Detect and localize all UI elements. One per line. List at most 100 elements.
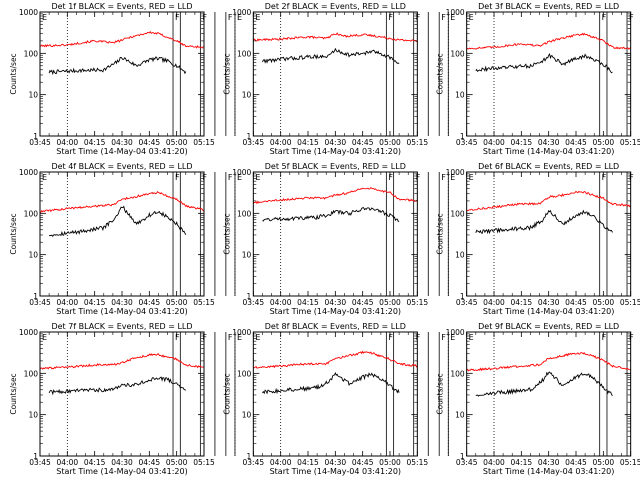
x-tick-label: 04:00 (57, 458, 79, 467)
plot-frame (39, 331, 205, 457)
detector-panel-9: Det 9f BLACK = Events, RED = LLDFFFEE110… (436, 322, 640, 476)
marker-label: E (469, 333, 474, 342)
marker-label: E (469, 13, 474, 22)
marker-label: F (388, 173, 393, 182)
x-tick-label: 03:45 (29, 458, 51, 467)
y-tick-label: 100 (237, 49, 252, 58)
events-series-line (48, 56, 187, 76)
x-axis-label: Start Time (14-May-04 03:41:20) (270, 467, 401, 476)
marker-label: E (255, 13, 260, 22)
x-tick-label: 04:15 (84, 458, 106, 467)
x-tick-label: 04:00 (270, 458, 292, 467)
y-tick-label: 1000 (232, 8, 251, 17)
x-tick-label: 04:45 (565, 458, 587, 467)
x-tick-label: 03:45 (456, 298, 478, 307)
panel-title: Det 1f BLACK = Events, RED = LLD (51, 2, 192, 11)
y-tick-label: 1000 (232, 328, 251, 337)
x-tick-label: 05:15 (620, 138, 640, 147)
x-tick-label: 05:15 (193, 458, 215, 467)
x-tick-label: 04:15 (511, 458, 533, 467)
y-tick-label: 1 (33, 292, 38, 301)
plot-frame (39, 171, 205, 297)
marker-label: F (228, 333, 233, 342)
events-series-line (48, 205, 187, 238)
y-tick-label: 10 (28, 251, 38, 260)
x-tick-label: 04:45 (139, 458, 161, 467)
marker-label: F (175, 173, 180, 182)
x-tick-label: 04:45 (565, 138, 587, 147)
plot-frame (466, 11, 632, 137)
marker-label: F (416, 173, 421, 182)
y-tick-label: 1000 (232, 168, 251, 177)
x-tick-label: 04:00 (483, 458, 505, 467)
y-tick-label: 1000 (446, 8, 465, 17)
y-tick-label: 100 (450, 209, 465, 218)
x-tick-label: 05:00 (379, 298, 401, 307)
lld-series-line (39, 30, 205, 49)
marker-label: F (228, 173, 233, 182)
marker-label: E (42, 173, 47, 182)
x-tick-label: 05:15 (407, 298, 429, 307)
y-tick-label: 100 (450, 369, 465, 378)
x-axis-label: Start Time (14-May-04 03:41:20) (270, 147, 401, 156)
x-tick-label: 04:30 (111, 138, 133, 147)
marker-label: F (602, 173, 607, 182)
x-tick-label: 04:00 (57, 298, 79, 307)
y-tick-label: 100 (237, 209, 252, 218)
x-axis-label: Start Time (14-May-04 03:41:20) (270, 307, 401, 316)
x-tick-label: 04:30 (538, 458, 560, 467)
y-tick-label: 10 (455, 411, 465, 420)
y-axis-label: Counts/sec (436, 53, 445, 94)
x-tick-label: 03:45 (29, 138, 51, 147)
plot-frame (252, 331, 418, 457)
panel-title: Det 4f BLACK = Events, RED = LLD (51, 162, 192, 171)
y-tick-label: 100 (24, 49, 39, 58)
x-tick-label: 05:15 (620, 298, 640, 307)
x-tick-label: 04:30 (325, 458, 347, 467)
y-tick-label: 1000 (446, 328, 465, 337)
y-tick-label: 100 (237, 369, 252, 378)
x-tick-label: 04:30 (325, 298, 347, 307)
y-tick-label: 1 (33, 452, 38, 461)
plot-frame (252, 11, 418, 137)
marker-label: F (388, 13, 393, 22)
marker-label: F (441, 13, 446, 22)
y-axis-label: Counts/sec (222, 53, 231, 94)
x-axis-label: Start Time (14-May-04 03:41:20) (56, 307, 187, 316)
marker-label: F (175, 13, 180, 22)
y-axis-label: Counts/sec (9, 53, 18, 94)
x-tick-label: 03:45 (29, 298, 51, 307)
y-axis-label: Counts/sec (222, 213, 231, 254)
lld-series-line (466, 32, 631, 50)
lld-series-line (39, 353, 205, 370)
x-tick-label: 04:00 (483, 298, 505, 307)
x-tick-label: 05:00 (166, 138, 188, 147)
marker-label: F (175, 333, 180, 342)
y-tick-label: 100 (24, 369, 39, 378)
marker-label: F (602, 333, 607, 342)
y-tick-label: 1000 (446, 168, 465, 177)
x-tick-label: 05:00 (593, 138, 615, 147)
y-tick-label: 10 (455, 91, 465, 100)
y-tick-label: 1000 (19, 8, 38, 17)
y-tick-label: 1000 (19, 328, 38, 337)
x-tick-label: 05:15 (193, 298, 215, 307)
events-series-line (262, 371, 400, 395)
marker-label: E (450, 333, 455, 342)
panel-title: Det 2f BLACK = Events, RED = LLD (265, 2, 406, 11)
x-axis-label: Start Time (14-May-04 03:41:20) (483, 467, 614, 476)
y-axis-label: Counts/sec (436, 213, 445, 254)
marker-label: F (629, 173, 634, 182)
marker-label: F (228, 13, 233, 22)
marker-label: F (416, 333, 421, 342)
events-series-line (262, 207, 400, 222)
lld-series-line (252, 32, 418, 43)
x-tick-label: 04:45 (352, 138, 374, 147)
x-tick-label: 05:00 (593, 298, 615, 307)
y-tick-label: 1 (247, 132, 252, 141)
x-tick-label: 05:00 (166, 298, 188, 307)
x-tick-label: 05:00 (379, 138, 401, 147)
